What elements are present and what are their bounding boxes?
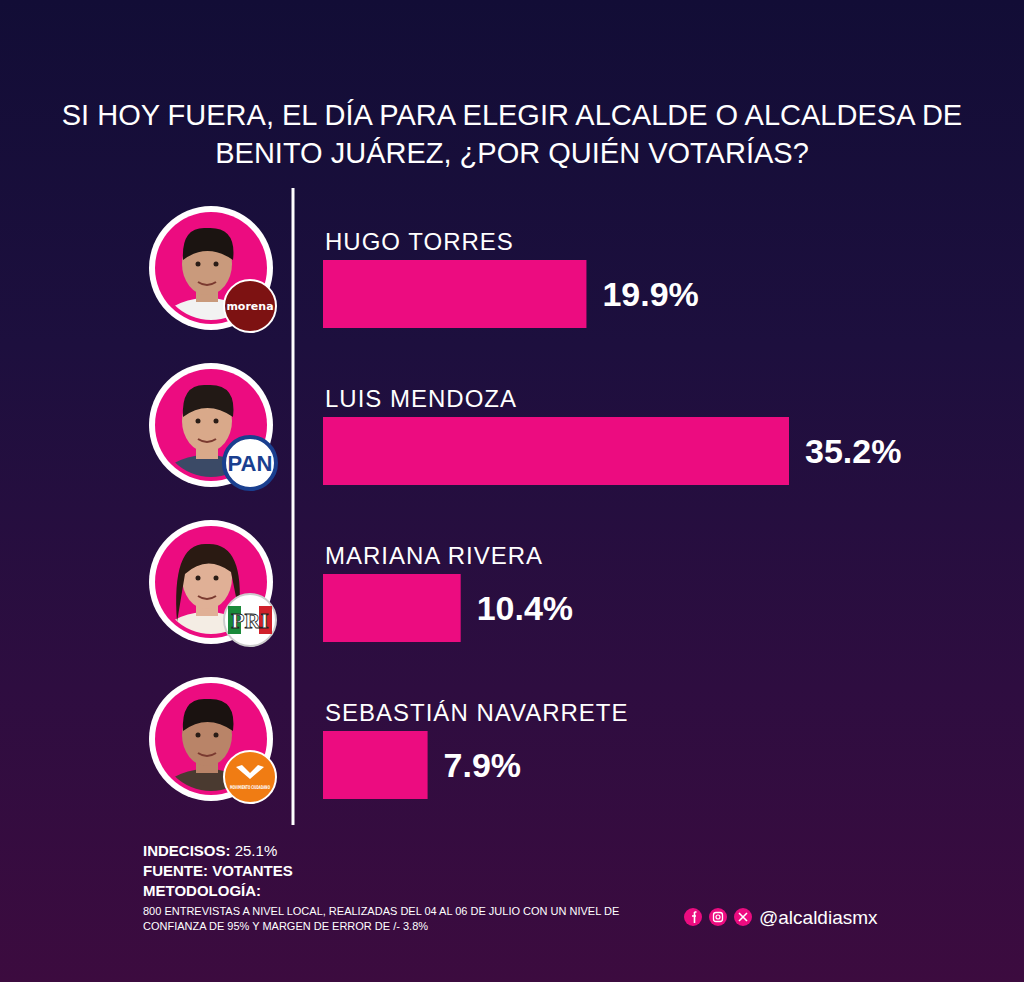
icon-instagram [714, 913, 723, 922]
note-text: 800 ENTREVISTAS A NIVEL LOCAL, REALIZADA… [143, 904, 673, 934]
mouth [198, 282, 216, 285]
avatars: morena PAN PRI MOVIMIENTO CIUDADANO [149, 206, 276, 833]
divider [292, 188, 295, 825]
hair [183, 385, 234, 417]
note: FUENTE: VOTANTES [143, 862, 293, 879]
eye [196, 262, 201, 267]
mc-eagle [236, 765, 264, 779]
bars [323, 260, 789, 799]
bar [323, 574, 461, 642]
note: INDECISOS: 25.1% [143, 842, 277, 859]
credit: @alcaldiasmx [759, 907, 878, 928]
mouth [198, 439, 216, 442]
note: METODOLOGÍA: [143, 882, 261, 899]
party-badge [224, 437, 276, 489]
mouth [198, 596, 216, 599]
hair [183, 699, 234, 731]
note-text: VOTANTES [212, 862, 293, 879]
bar [323, 260, 586, 328]
icon-facebook [692, 912, 697, 923]
labels: HUGO TORRES 19.9% LUIS MENDOZA 35.2% MARIANA… [325, 228, 901, 784]
icon-instagram-lens [716, 915, 720, 919]
page: {"chart_data": {"type": "bar", "orientat… [0, 0, 1024, 982]
eye [196, 576, 201, 581]
icon-x [739, 913, 747, 921]
bar [323, 731, 428, 799]
eye [214, 262, 219, 267]
eye [214, 733, 219, 738]
note-label: INDECISOS: [143, 842, 231, 859]
party-badge [224, 594, 276, 646]
data-label: 19.9% [602, 275, 698, 313]
party-label: morena [226, 300, 273, 313]
chart: HUGO TORRES 19.9% LUIS MENDOZA 35.2% MARIANA… [0, 0, 1024, 982]
social-icon [734, 908, 752, 926]
eye [214, 419, 219, 424]
party-badge [224, 751, 276, 803]
data-label: 35.2% [805, 432, 901, 470]
party-label: MOVIMIENTO CIUDADANO [230, 784, 270, 790]
note-text: 25.1% [235, 842, 278, 859]
note-label: METODOLOGÍA: [143, 882, 261, 899]
eye [196, 419, 201, 424]
category-label: MARIANA RIVERA [325, 542, 543, 569]
social-icon [709, 908, 727, 926]
party-label: PRI [231, 608, 269, 633]
title: SI HOY FUERA, EL DÍA PARA ELEGIR ALCALDE… [32, 96, 992, 172]
eye [214, 576, 219, 581]
note-label: FUENTE: [143, 862, 208, 879]
bar [323, 417, 789, 485]
category-label: HUGO TORRES [325, 228, 514, 255]
data-label: 7.9% [444, 746, 521, 784]
mouth [198, 753, 216, 756]
social-icons [684, 908, 752, 926]
data-label: 10.4% [477, 589, 573, 627]
party-label: PAN [228, 451, 273, 476]
category-label: LUIS MENDOZA [325, 385, 517, 412]
party-badge [224, 280, 276, 332]
eye [196, 733, 201, 738]
social-icon [684, 908, 702, 926]
hair [183, 228, 234, 260]
category-label: SEBASTIÁN NAVARRETE [325, 699, 629, 726]
